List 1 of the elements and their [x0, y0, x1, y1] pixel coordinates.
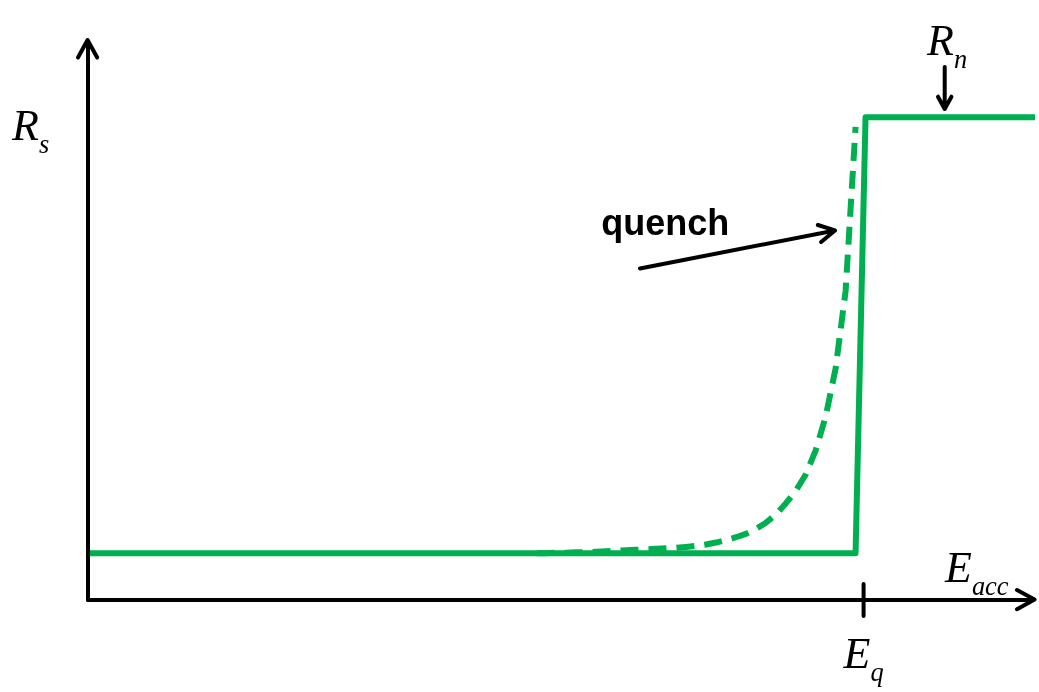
annotation: quench [601, 202, 730, 244]
